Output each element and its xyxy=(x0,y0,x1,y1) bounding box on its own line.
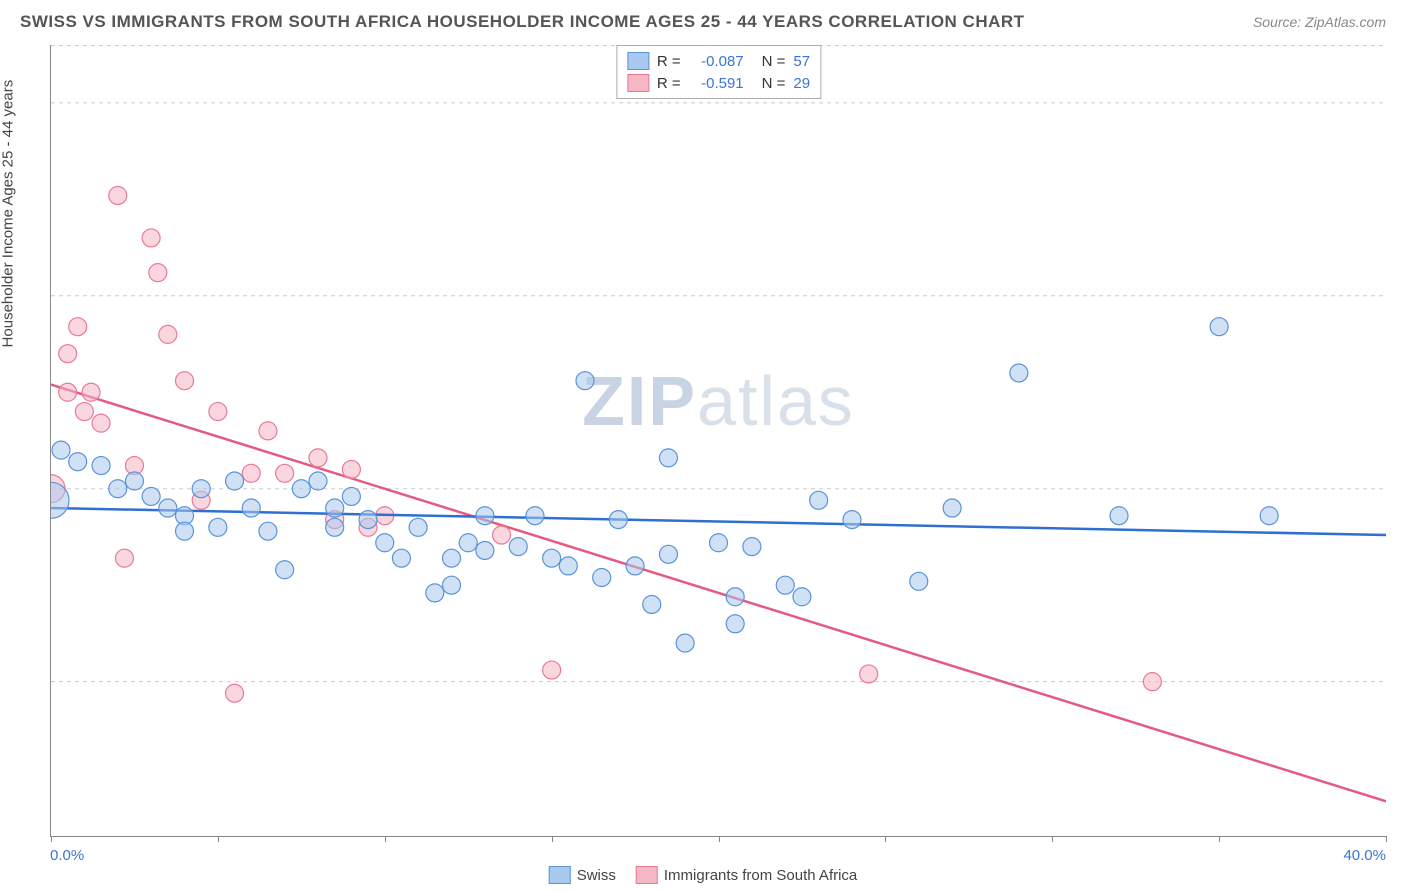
chart-title: SWISS VS IMMIGRANTS FROM SOUTH AFRICA HO… xyxy=(20,12,1025,32)
scatter-svg xyxy=(51,45,1386,836)
x-tick xyxy=(1052,836,1053,842)
x-tick xyxy=(51,836,52,842)
legend-item-sa: Immigrants from South Africa xyxy=(636,866,857,884)
x-axis-start: 0.0% xyxy=(50,847,84,864)
y-axis-title: Householder Income Ages 25 - 44 years xyxy=(0,80,17,348)
x-tick xyxy=(719,836,720,842)
swiss-swatch-icon xyxy=(549,866,571,884)
legend-item-swiss: Swiss xyxy=(549,866,616,884)
chart-header: SWISS VS IMMIGRANTS FROM SOUTH AFRICA HO… xyxy=(0,0,1406,40)
sa-swatch xyxy=(627,74,649,92)
legend-label-swiss: Swiss xyxy=(577,867,616,884)
x-tick xyxy=(385,836,386,842)
swiss-swatch xyxy=(627,52,649,70)
swiss-n-value: 57 xyxy=(793,53,810,70)
r-label: R = xyxy=(657,75,681,92)
chart-plot-area: ZIPatlas R = -0.087 N = 57 R = -0.591 N … xyxy=(50,45,1386,837)
x-tick xyxy=(552,836,553,842)
n-label: N = xyxy=(762,75,786,92)
x-tick xyxy=(1386,836,1387,842)
r-label: R = xyxy=(657,53,681,70)
n-label: N = xyxy=(762,53,786,70)
sa-swatch-icon xyxy=(636,866,658,884)
x-tick xyxy=(1219,836,1220,842)
legend-row-sa: R = -0.591 N = 29 xyxy=(627,72,810,94)
swiss-r-value: -0.087 xyxy=(689,53,744,70)
legend-row-swiss: R = -0.087 N = 57 xyxy=(627,50,810,72)
sa-r-value: -0.591 xyxy=(689,75,744,92)
correlation-legend: R = -0.087 N = 57 R = -0.591 N = 29 xyxy=(616,45,821,99)
sa-n-value: 29 xyxy=(793,75,810,92)
series-legend: Swiss Immigrants from South Africa xyxy=(549,866,858,884)
x-tick xyxy=(218,836,219,842)
chart-source: Source: ZipAtlas.com xyxy=(1253,14,1386,30)
x-axis-end: 40.0% xyxy=(1343,847,1386,864)
x-tick xyxy=(885,836,886,842)
legend-label-sa: Immigrants from South Africa xyxy=(664,867,857,884)
